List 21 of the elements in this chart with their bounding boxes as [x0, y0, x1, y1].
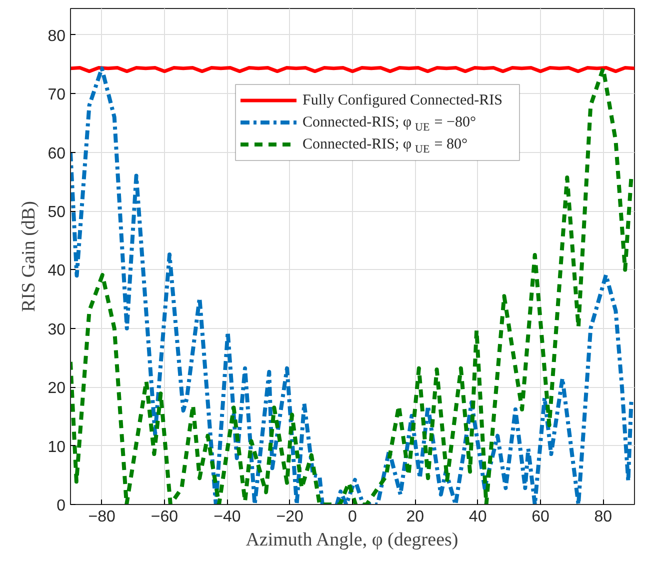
y-axis-title: RIS Gain (dB) [18, 201, 40, 312]
y-tick-label: 20 [48, 380, 66, 398]
x-tick-label: −20 [276, 508, 304, 526]
x-tick-label: 0 [348, 508, 358, 526]
x-axis-title: Azimuth Angle, φ (degrees) [246, 530, 458, 550]
y-tick-label: 60 [48, 145, 66, 162]
x-tick-label: −60 [150, 508, 178, 526]
x-tick-label: −40 [214, 508, 241, 526]
y-tick-label: 30 [48, 321, 66, 338]
x-tick-label: −80 [88, 508, 116, 526]
x-tick-label: 20 [406, 508, 424, 526]
legend-label: Fully Configured Connected-RIS [302, 92, 502, 108]
x-tick-label: 40 [468, 508, 487, 526]
x-tick-label: 80 [594, 508, 612, 526]
x-tick-label: 60 [532, 508, 550, 526]
y-tick-label: 10 [48, 438, 66, 456]
y-tick-label: 50 [48, 204, 66, 222]
y-tick-label: 40 [48, 262, 66, 280]
y-tick-label: 80 [48, 28, 66, 45]
y-tick-label: 0 [56, 498, 66, 514]
y-tick-label: 70 [48, 86, 66, 104]
